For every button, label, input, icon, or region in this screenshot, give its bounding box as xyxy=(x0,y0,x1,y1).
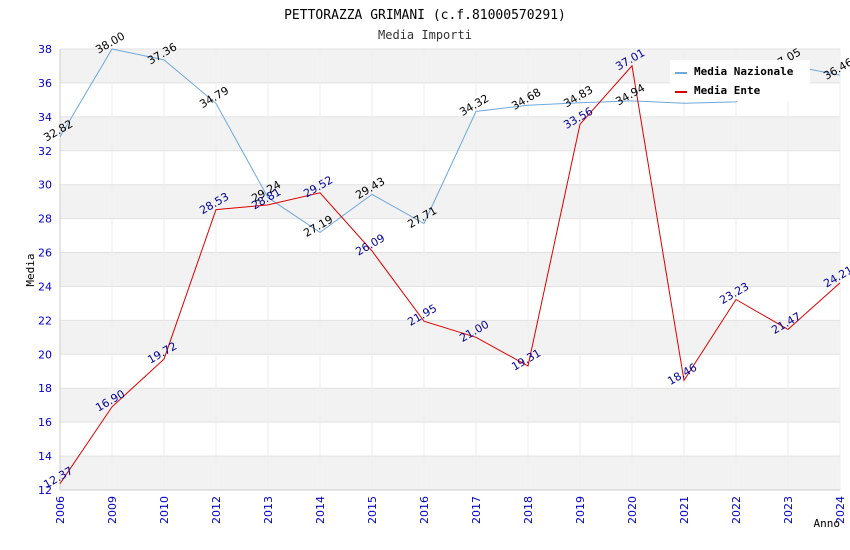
y-tick-label: 12 xyxy=(38,484,52,497)
grid-band xyxy=(60,388,840,423)
x-tick-labels: 2006 2009 2010 2012 2013 2014 2015 2016 2017 2018… xyxy=(54,496,847,524)
legend-box xyxy=(670,60,810,101)
grid-band xyxy=(60,320,840,355)
x-tick-label: 2020 xyxy=(626,496,639,524)
grid-band xyxy=(60,116,840,151)
x-tick-label: 2016 xyxy=(418,496,431,524)
grid-band xyxy=(60,184,840,219)
y-tick-label: 32 xyxy=(38,145,52,158)
x-tick-label: 2013 xyxy=(262,496,275,524)
chart-title: PETTORAZZA GRIMANI (c.f.81000570291) xyxy=(284,8,566,23)
y-tick-label: 22 xyxy=(38,314,52,327)
x-tick-label: 2021 xyxy=(678,496,691,524)
grid-band xyxy=(60,456,840,490)
x-tick-label: 2012 xyxy=(210,496,223,524)
x-axis-label: Anno xyxy=(814,517,841,530)
y-tick-label: 18 xyxy=(38,382,52,395)
y-tick-label: 34 xyxy=(38,111,52,124)
x-tick-label: 2009 xyxy=(106,496,119,524)
x-tick-label: 2019 xyxy=(574,496,587,524)
x-tick-label: 2015 xyxy=(366,496,379,524)
legend-label-media-nazionale: Media Nazionale xyxy=(694,65,794,78)
y-tick-labels: 12 14 16 18 20 22 24 26 28 30 32 34 36 38 xyxy=(38,43,52,497)
y-tick-label: 38 xyxy=(38,43,52,56)
x-tick-label: 2010 xyxy=(158,496,171,524)
legend: Media Nazionale Media Ente xyxy=(670,60,810,101)
grid-bands xyxy=(60,49,840,490)
x-tick-label: 2014 xyxy=(314,496,327,524)
chart-subtitle: Media Importi xyxy=(378,28,472,42)
y-tick-label: 30 xyxy=(38,179,52,192)
y-tick-label: 24 xyxy=(38,280,52,293)
x-tick-label: 2022 xyxy=(730,496,743,524)
x-tick-label: 2024 xyxy=(834,496,847,524)
grid-band xyxy=(60,252,840,287)
x-tick-label: 2018 xyxy=(522,496,535,524)
y-tick-label: 16 xyxy=(38,416,52,429)
y-tick-label: 28 xyxy=(38,213,52,226)
x-tick-label: 2017 xyxy=(470,496,483,524)
y-tick-label: 20 xyxy=(38,348,52,361)
x-tick-label: 2006 xyxy=(54,496,67,524)
series-line-media-nazionale xyxy=(59,48,841,234)
y-tick-label: 26 xyxy=(38,247,52,260)
series-line-media-ente xyxy=(59,64,841,484)
y-tick-label: 36 xyxy=(38,77,52,90)
x-tick-label: 2023 xyxy=(782,496,795,524)
y-axis-label: Media xyxy=(24,253,37,286)
y-tick-label: 14 xyxy=(38,450,52,463)
series-lines xyxy=(59,48,841,484)
legend-label-media-ente: Media Ente xyxy=(694,84,761,97)
